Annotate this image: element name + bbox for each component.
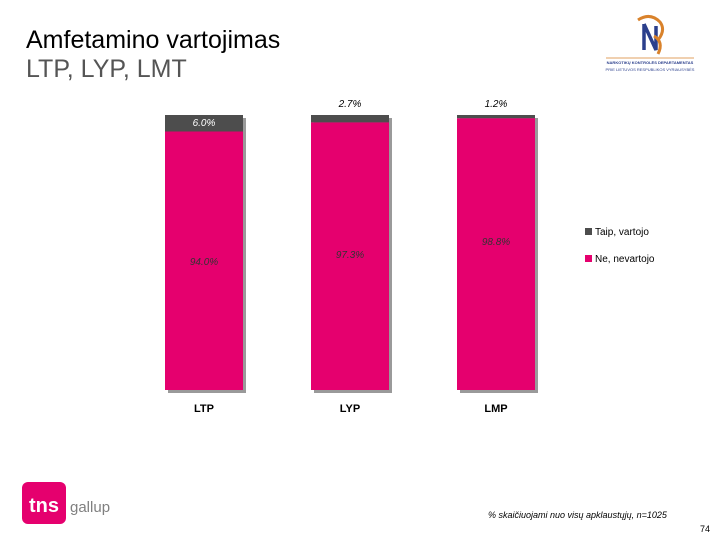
legend-swatch <box>585 255 592 262</box>
ndkd-org-subtitle: PRIE LIETUVOS RESPUBLIKOS VYRIAUSYBĖS <box>605 67 695 72</box>
bar-segment-taip <box>165 115 243 132</box>
legend-swatch <box>585 228 592 235</box>
slide-title: Amfetamino vartojimas LTP, LYP, LMT <box>26 26 280 84</box>
legend-label: Taip, vartojo <box>595 227 649 238</box>
tns-logo-text: tns <box>29 495 59 517</box>
bar-group-lyp <box>311 115 392 393</box>
bar-segment-ne <box>457 118 535 391</box>
ndkd-logo: NARKOTIKŲ KONTROLĖS DEPARTAMENTAS PRIE L… <box>600 14 700 74</box>
data-label-taip: 1.2% <box>485 99 508 110</box>
title-line-2: LTP, LYP, LMT <box>26 55 187 83</box>
legend-entry: Ne, nevartojo <box>585 254 655 265</box>
data-label-ne: 94.0% <box>190 257 218 268</box>
data-label-taip: 2.7% <box>338 99 362 110</box>
bar-segment-taip <box>311 115 389 123</box>
category-label-lyp: LYP <box>340 403 360 415</box>
legend-label: Ne, nevartojo <box>595 254 655 265</box>
data-label-taip: 6.0% <box>193 118 216 129</box>
ndkd-org-name: NARKOTIKŲ KONTROLĖS DEPARTAMENTAS <box>606 60 694 65</box>
bar-segment-taip <box>457 115 535 119</box>
gallup-logo-text: gallup <box>70 499 110 516</box>
bar-segment-ne <box>165 131 243 390</box>
tns-logo-background <box>22 482 66 524</box>
data-label-ne: 97.3% <box>336 250 364 261</box>
tns-gallup-logo: tns gallup <box>22 480 122 526</box>
page-number: 74 <box>700 524 711 534</box>
category-label-ltp: LTP <box>194 403 214 415</box>
bar-segment-ne <box>311 122 389 391</box>
category-label-lmp: LMP <box>484 403 507 415</box>
ndkd-emblem-icon <box>606 15 694 59</box>
data-label-ne: 98.8% <box>482 237 510 248</box>
bar-group-ltp <box>165 115 246 393</box>
sample-footnote: % skaičiuojami nuo visų apklaustųjų, n=1… <box>488 510 667 520</box>
legend-entry: Taip, vartojo <box>585 227 649 238</box>
title-line-1: Amfetamino vartojimas <box>26 26 281 54</box>
bar-group-lmp <box>457 115 538 393</box>
